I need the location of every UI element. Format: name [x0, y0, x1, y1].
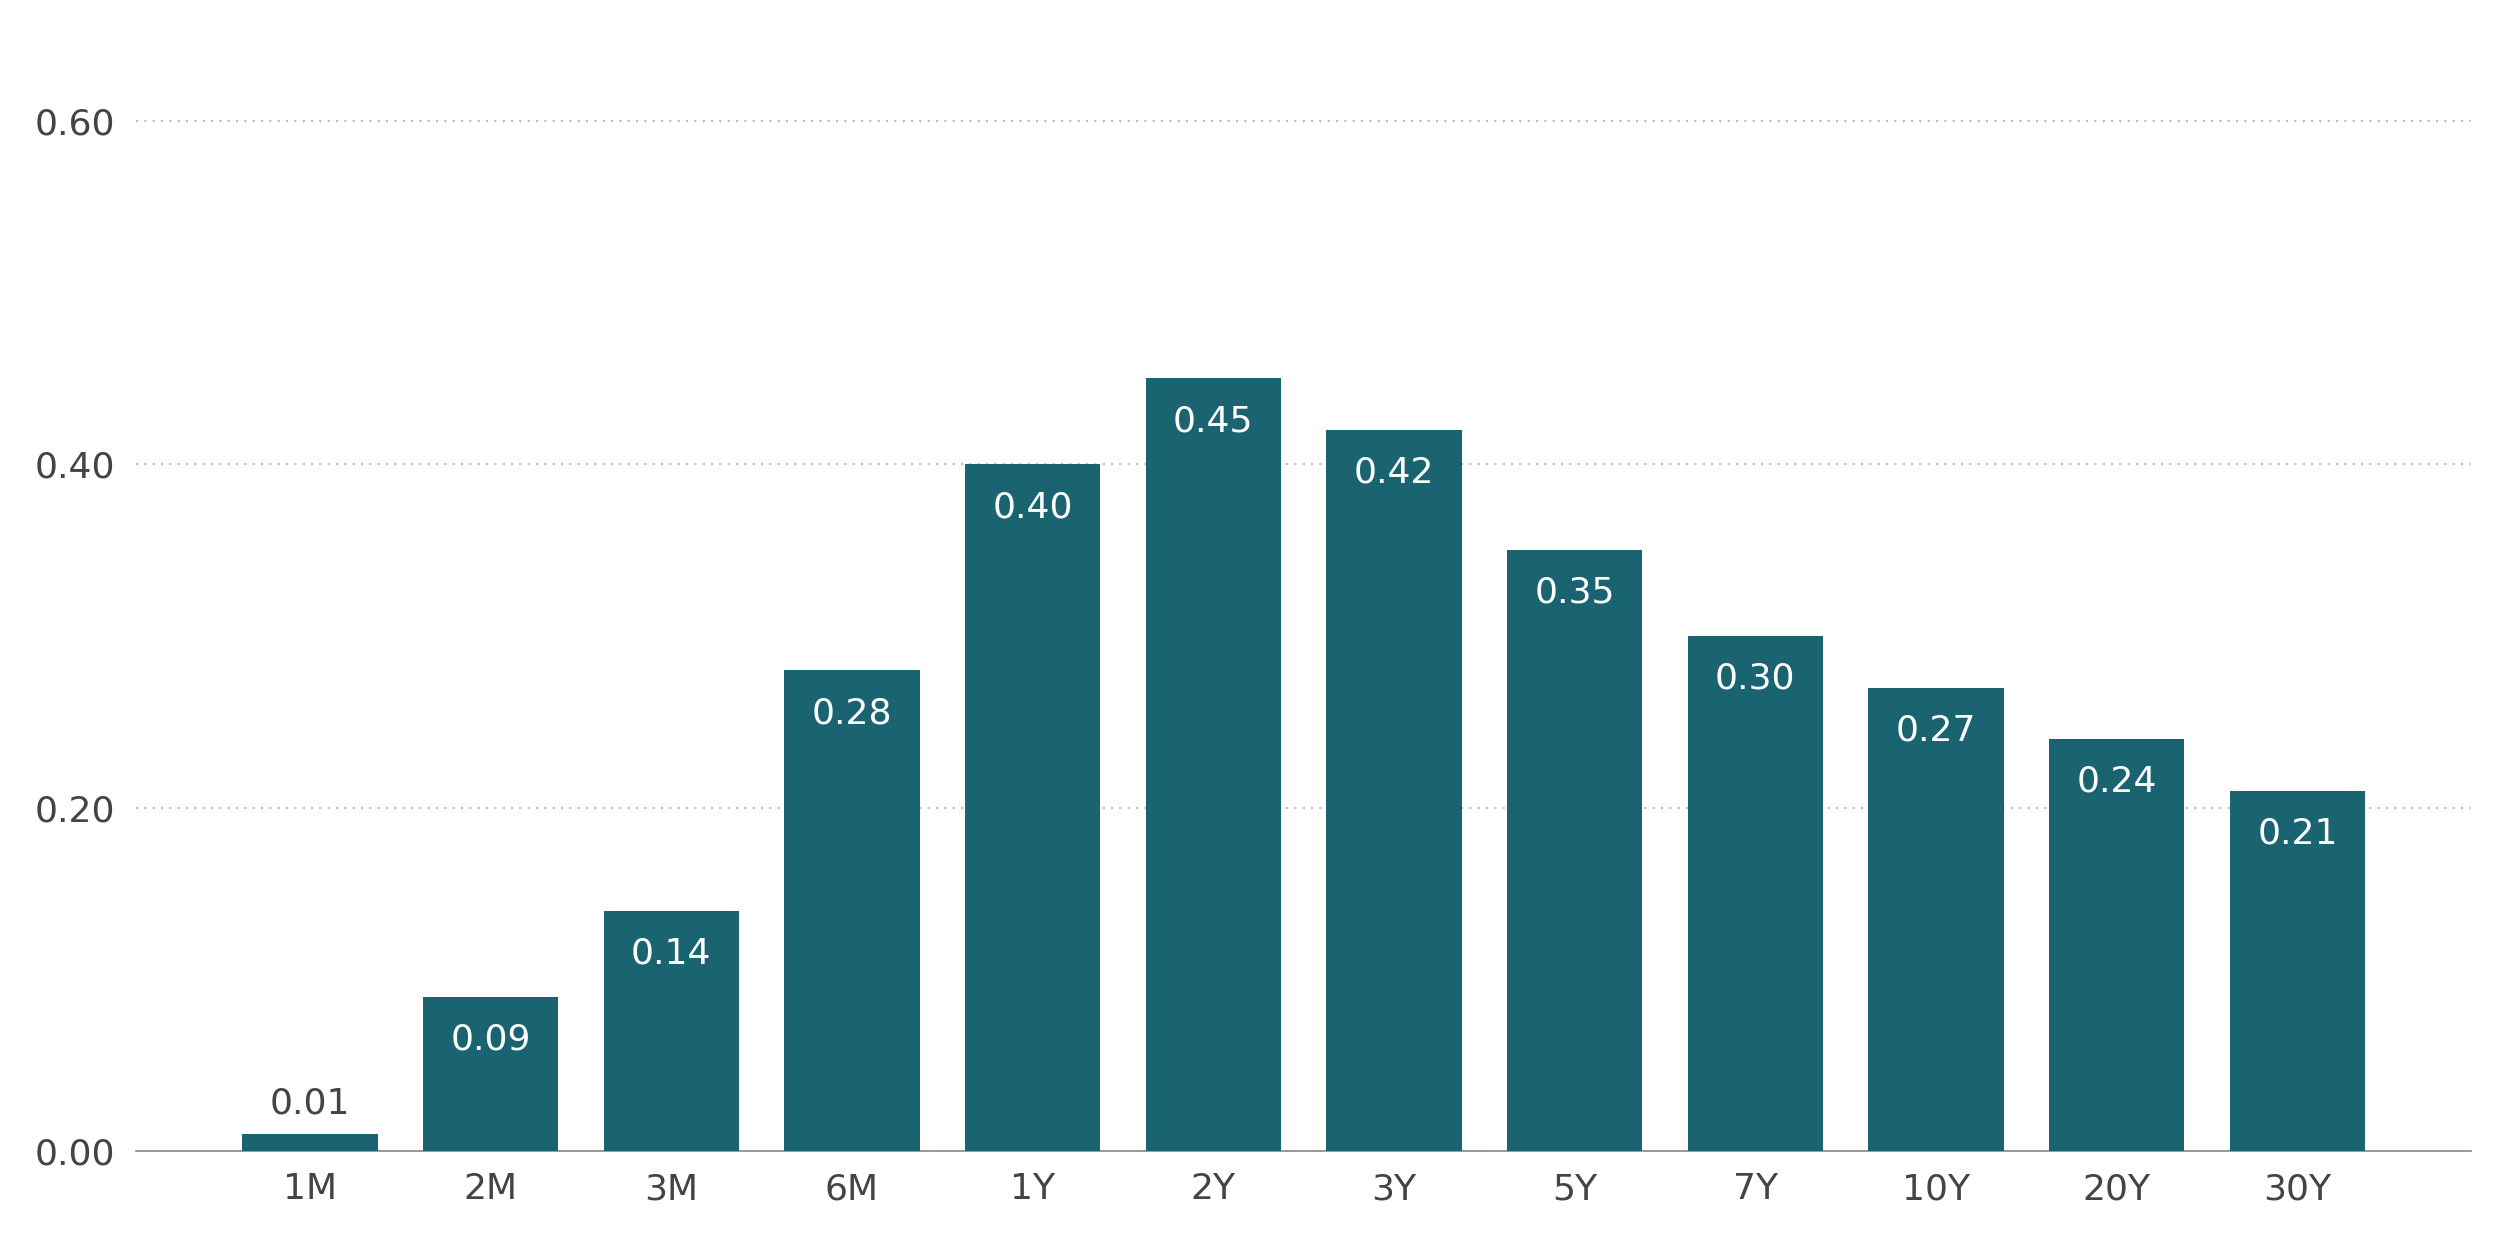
Text: 0.01: 0.01	[271, 1087, 351, 1121]
Text: 0.28: 0.28	[812, 696, 892, 730]
Bar	[604, 911, 739, 1152]
Text: 0.30: 0.30	[1714, 661, 1797, 696]
Bar	[1869, 688, 2005, 1152]
Text: 0.45: 0.45	[1173, 405, 1253, 438]
Bar	[1506, 550, 1641, 1152]
Bar	[1326, 429, 1461, 1152]
Text: 0.14: 0.14	[632, 937, 712, 970]
Bar	[784, 670, 920, 1152]
Text: 0.40: 0.40	[992, 490, 1073, 524]
Text: 0.21: 0.21	[2258, 817, 2338, 850]
Text: 0.09: 0.09	[451, 1023, 531, 1056]
Bar	[2230, 791, 2366, 1152]
Text: 0.42: 0.42	[1353, 455, 1433, 490]
Bar	[2050, 740, 2185, 1152]
Bar	[1145, 379, 1281, 1152]
Text: 0.27: 0.27	[1895, 714, 1977, 747]
Bar	[243, 1134, 378, 1152]
Text: 0.35: 0.35	[1534, 576, 1614, 609]
Bar	[965, 464, 1100, 1152]
Bar	[1687, 637, 1822, 1152]
Text: 0.24: 0.24	[2077, 764, 2158, 799]
Bar	[424, 997, 559, 1152]
